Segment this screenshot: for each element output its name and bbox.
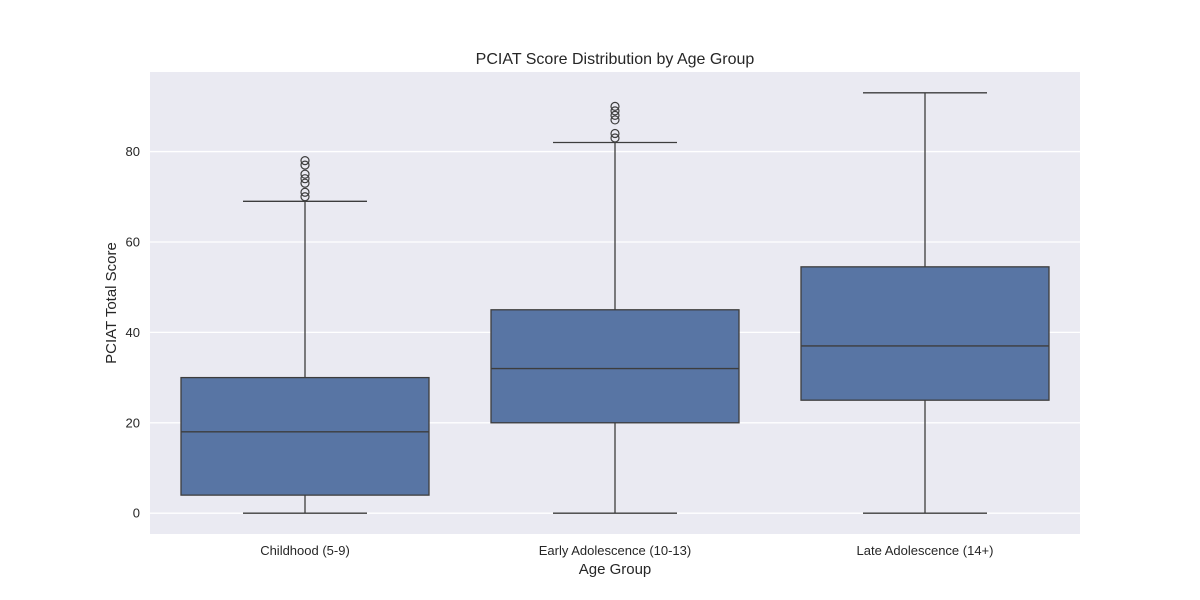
outlier-point [610, 115, 620, 125]
outlier-point [300, 192, 310, 202]
box-group [800, 92, 1050, 514]
outlier-point [610, 110, 620, 120]
x-tick-label: Late Adolescence (14+) [857, 543, 994, 558]
y-tick-label: 60 [126, 234, 140, 249]
x-tick-label: Childhood (5-9) [260, 543, 350, 558]
box-iqr [490, 309, 740, 424]
outlier-point [610, 133, 620, 143]
box-iqr [800, 266, 1050, 401]
outlier-point [300, 169, 310, 179]
boxes [180, 92, 1050, 514]
y-tick-label: 20 [126, 415, 140, 430]
y-tick-label: 40 [126, 325, 140, 340]
outlier-point [300, 174, 310, 184]
box-group [180, 156, 430, 514]
outlier-point [300, 156, 310, 166]
outlier-point [300, 187, 310, 197]
outlier-point [610, 128, 620, 139]
chart-title: PCIAT Score Distribution by Age Group [476, 51, 755, 68]
y-axis-ticks: 0 20 40 60 80 [126, 144, 140, 521]
outlier-point [300, 178, 310, 188]
outlier-point [610, 106, 620, 116]
box-group [490, 101, 740, 514]
y-tick-label: 0 [133, 506, 140, 521]
x-axis-ticks: Childhood (5-9) Early Adolescence (10-13)… [260, 543, 993, 558]
x-axis-label: Age Group [579, 561, 652, 578]
outlier-point [300, 160, 310, 170]
x-tick-label: Early Adolescence (10-13) [539, 543, 691, 558]
outlier-point [610, 101, 620, 111]
y-axis-label: PCIAT Total Score [103, 242, 120, 364]
box-iqr [180, 376, 430, 496]
y-tick-label: 80 [126, 144, 140, 159]
